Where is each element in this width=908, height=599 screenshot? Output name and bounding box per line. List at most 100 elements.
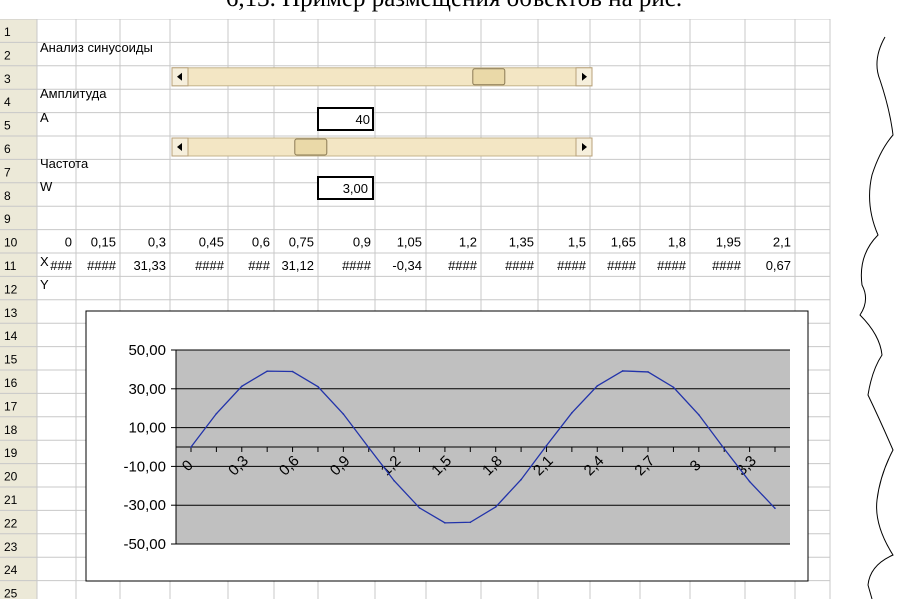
row-header[interactable]: 11 bbox=[4, 259, 17, 273]
series-point bbox=[470, 521, 472, 523]
row-header[interactable]: 19 bbox=[4, 446, 18, 460]
scrollbar-track[interactable] bbox=[172, 138, 592, 156]
w-label-cell[interactable]: W bbox=[40, 179, 53, 194]
y-value-cell[interactable]: #### bbox=[195, 258, 225, 273]
x-value-cell[interactable]: 0,9 bbox=[353, 235, 371, 250]
frequency-scrollbar[interactable] bbox=[172, 138, 592, 156]
amplitude-scrollbar[interactable] bbox=[172, 68, 592, 86]
y-tick-label: -10,00 bbox=[123, 458, 166, 475]
series-point bbox=[596, 385, 598, 387]
row-header[interactable]: 9 bbox=[4, 212, 11, 226]
x-value-cell[interactable]: 1,05 bbox=[397, 235, 422, 250]
y-value-cell[interactable]: #### bbox=[505, 258, 535, 273]
series-point bbox=[647, 371, 649, 373]
scroll-thumb[interactable] bbox=[473, 69, 505, 85]
x-value-cell[interactable]: 0,6 bbox=[252, 235, 270, 250]
row-header[interactable]: 8 bbox=[4, 189, 11, 203]
row-header[interactable]: 24 bbox=[4, 563, 18, 577]
series-point bbox=[546, 445, 548, 447]
series-point bbox=[419, 507, 421, 509]
series-point bbox=[774, 508, 776, 510]
amplitude-value: 40 bbox=[356, 112, 370, 127]
series-point bbox=[393, 480, 395, 482]
title-cell[interactable]: Анализ синусоиды bbox=[40, 40, 153, 55]
row-header[interactable]: 7 bbox=[4, 165, 11, 179]
row-header[interactable]: 1 bbox=[4, 25, 11, 39]
y-value-cell[interactable]: #### bbox=[557, 258, 587, 273]
y-value-cell[interactable]: 31,33 bbox=[133, 258, 166, 273]
series-point bbox=[444, 522, 446, 524]
series-point bbox=[749, 481, 751, 483]
y-value-cell[interactable]: ### bbox=[248, 258, 270, 273]
page-caption: 6,13. Пример размещения объектов на рис. bbox=[0, 0, 908, 12]
scroll-thumb[interactable] bbox=[295, 139, 327, 155]
row-header[interactable]: 21 bbox=[4, 493, 18, 507]
row-header[interactable]: 13 bbox=[4, 306, 18, 320]
y-value-cell[interactable]: #### bbox=[607, 258, 637, 273]
series-point bbox=[673, 386, 675, 388]
y-tick-label: 30,00 bbox=[128, 381, 166, 398]
y-value-cell[interactable]: #### bbox=[87, 258, 117, 273]
y-value-cell[interactable]: #### bbox=[712, 258, 742, 273]
row-header[interactable]: 5 bbox=[4, 119, 11, 133]
y-values-row: ### #### 31,33 #### ### 31,12 #### -0,34 #### ###… bbox=[50, 258, 791, 273]
a-label-cell[interactable]: A bbox=[40, 110, 49, 125]
y-value-cell[interactable]: #### bbox=[448, 258, 478, 273]
x-values-row: 0 0,15 0,3 0,45 0,6 0,75 0,9 1,05 1,2 1,35 1,5 1,65… bbox=[65, 235, 791, 250]
x-value-cell[interactable]: 1,8 bbox=[668, 235, 686, 250]
row-header[interactable]: 18 bbox=[4, 423, 18, 437]
x-value-cell[interactable]: 0,15 bbox=[91, 235, 116, 250]
row-header[interactable]: 4 bbox=[4, 95, 11, 109]
row-header[interactable]: 3 bbox=[4, 72, 11, 86]
x-value-cell[interactable]: 1,35 bbox=[509, 235, 534, 250]
row-header[interactable]: 25 bbox=[4, 587, 18, 599]
x-value-cell[interactable]: 1,2 bbox=[459, 235, 477, 250]
series-point bbox=[266, 370, 268, 372]
x-value-cell[interactable]: 1,5 bbox=[568, 235, 586, 250]
series-point bbox=[495, 506, 497, 508]
series-point bbox=[216, 413, 218, 415]
row-headers: 1234567891011121314151617181920212223242… bbox=[0, 19, 37, 599]
y-value-cell[interactable]: -0,34 bbox=[392, 258, 422, 273]
row-header[interactable]: 22 bbox=[4, 516, 18, 530]
x-value-cell[interactable]: 0 bbox=[65, 235, 72, 250]
series-point bbox=[698, 414, 700, 416]
y-label-cell[interactable]: Y bbox=[40, 277, 49, 292]
y-tick-label: -50,00 bbox=[123, 536, 166, 553]
row-header[interactable]: 6 bbox=[4, 142, 11, 156]
row-header[interactable]: 16 bbox=[4, 376, 18, 390]
series-point bbox=[343, 413, 345, 415]
y-tick-label: 50,00 bbox=[128, 342, 166, 359]
x-value-cell[interactable]: 0,45 bbox=[199, 235, 224, 250]
x-label-cell[interactable]: X bbox=[40, 254, 49, 269]
series-point bbox=[241, 385, 243, 387]
y-value-cell[interactable]: ### bbox=[50, 258, 72, 273]
row-header[interactable]: 15 bbox=[4, 353, 18, 367]
y-value-cell[interactable]: #### bbox=[342, 258, 372, 273]
series-point bbox=[723, 448, 725, 450]
row-header[interactable]: 20 bbox=[4, 470, 18, 484]
row-header[interactable]: 17 bbox=[4, 399, 18, 413]
y-value-cell[interactable]: 0,67 bbox=[766, 258, 791, 273]
y-value-cell[interactable]: #### bbox=[657, 258, 687, 273]
series-point bbox=[292, 371, 294, 373]
x-value-cell[interactable]: 2,1 bbox=[773, 235, 791, 250]
row-header[interactable]: 10 bbox=[4, 236, 18, 250]
x-value-cell[interactable]: 1,95 bbox=[716, 235, 741, 250]
series-point bbox=[520, 479, 522, 481]
row-header[interactable]: 2 bbox=[4, 48, 11, 62]
x-value-cell[interactable]: 0,75 bbox=[289, 235, 314, 250]
frequency-value: 3,00 bbox=[343, 181, 368, 196]
row-header[interactable]: 14 bbox=[4, 329, 18, 343]
row-header[interactable]: 23 bbox=[4, 540, 18, 554]
y-tick-label: 10,00 bbox=[128, 420, 166, 437]
x-value-cell[interactable]: 0,3 bbox=[148, 235, 166, 250]
x-value-cell[interactable]: 1,65 bbox=[611, 235, 636, 250]
row-header[interactable]: 12 bbox=[4, 282, 18, 296]
scrollbar-track[interactable] bbox=[172, 68, 592, 86]
frequency-label-cell[interactable]: Частота bbox=[40, 156, 89, 171]
amplitude-label-cell[interactable]: Амплитуда bbox=[40, 86, 107, 101]
y-value-cell[interactable]: 31,12 bbox=[281, 258, 314, 273]
